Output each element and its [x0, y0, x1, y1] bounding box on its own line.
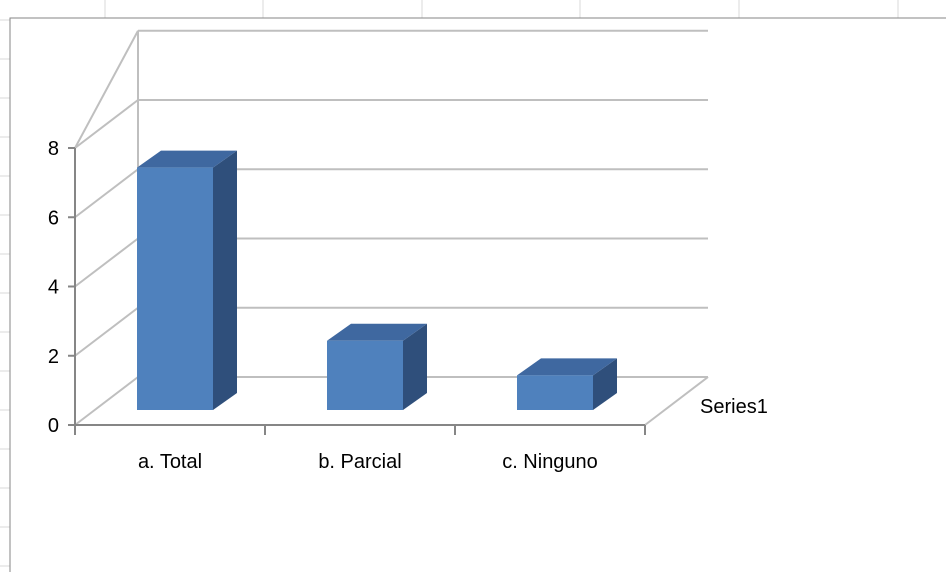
bar-front-face — [137, 167, 213, 410]
chart-labels: 0 2 4 6 8 a. Total b. Parcial c. Ninguno Series1 — [48, 138, 768, 473]
side-wall-gridline — [74, 99, 139, 149]
y-tick-label: 0 — [48, 415, 59, 437]
category-label: b. Parcial — [318, 451, 401, 473]
side-wall-gridline — [74, 376, 139, 426]
chart-axes — [68, 147, 646, 435]
category-label: a. Total — [138, 451, 202, 473]
y-tick-label: 4 — [48, 277, 59, 299]
bar-front-face — [327, 340, 403, 410]
bar-top-face — [327, 323, 427, 341]
bar-side-face — [593, 358, 617, 410]
bar-top-face — [137, 150, 237, 168]
side-wall-gridline — [74, 306, 139, 357]
bar-a-total[interactable] — [137, 150, 237, 410]
y-tick-label: 8 — [48, 138, 59, 160]
bar-side-face — [213, 150, 237, 410]
bar-b-parcial[interactable] — [327, 323, 427, 410]
bar-side-face — [403, 323, 427, 410]
bar-top-face — [517, 358, 617, 376]
series-axis-label: Series1 — [700, 396, 768, 418]
chart-bars — [137, 150, 617, 410]
side-wall-gridline — [74, 168, 139, 219]
bar-c-ninguno[interactable] — [517, 358, 617, 410]
category-label: c. Ninguno — [502, 451, 598, 473]
y-tick-label: 6 — [48, 207, 59, 229]
y-tick-label: 2 — [48, 346, 59, 368]
bar-front-face — [517, 375, 593, 410]
side-wall-gridline — [74, 237, 139, 288]
side-wall-top-edge — [74, 30, 139, 149]
floor-right-edge — [644, 376, 709, 426]
